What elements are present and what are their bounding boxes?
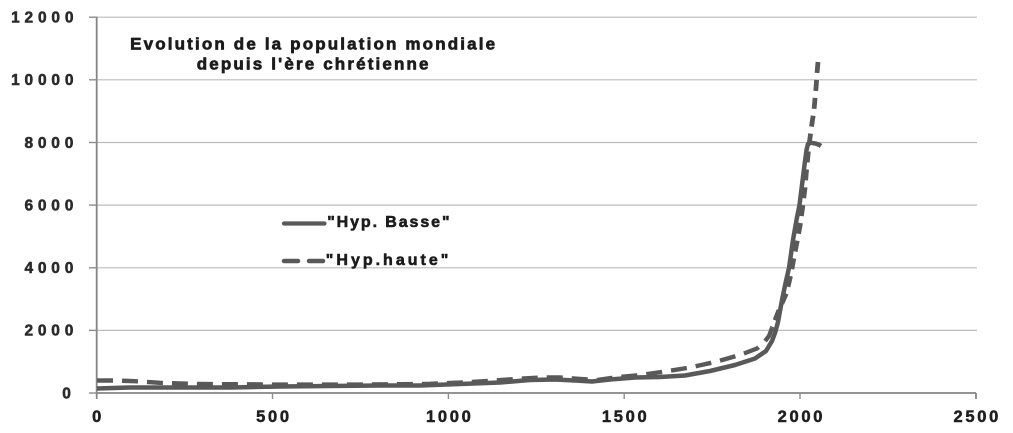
svg-text:6000: 6000 — [24, 197, 78, 214]
svg-text:500: 500 — [256, 408, 292, 426]
svg-text:0: 0 — [92, 408, 104, 426]
svg-text:1500: 1500 — [602, 408, 650, 426]
svg-text:Evolution de la population mon: Evolution de la population mondiale — [130, 35, 497, 54]
svg-text:4000: 4000 — [24, 260, 78, 277]
svg-text:2000: 2000 — [778, 408, 826, 426]
svg-text:12000: 12000 — [11, 10, 78, 27]
svg-text:8000: 8000 — [24, 135, 78, 152]
svg-text:"Hyp. Basse": "Hyp. Basse" — [327, 214, 451, 231]
svg-text:2000: 2000 — [24, 323, 78, 340]
svg-text:"Hyp.haute": "Hyp.haute" — [326, 252, 452, 269]
svg-text:0: 0 — [62, 385, 75, 402]
svg-text:10000: 10000 — [11, 72, 78, 89]
svg-text:depuis l'ère chrétienne: depuis l'ère chrétienne — [197, 55, 431, 74]
svg-text:1000: 1000 — [426, 408, 474, 426]
svg-text:2500: 2500 — [954, 408, 1002, 426]
